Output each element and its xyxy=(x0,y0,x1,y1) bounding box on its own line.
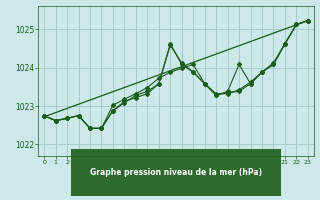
X-axis label: Graphe pression niveau de la mer (hPa): Graphe pression niveau de la mer (hPa) xyxy=(90,168,262,177)
